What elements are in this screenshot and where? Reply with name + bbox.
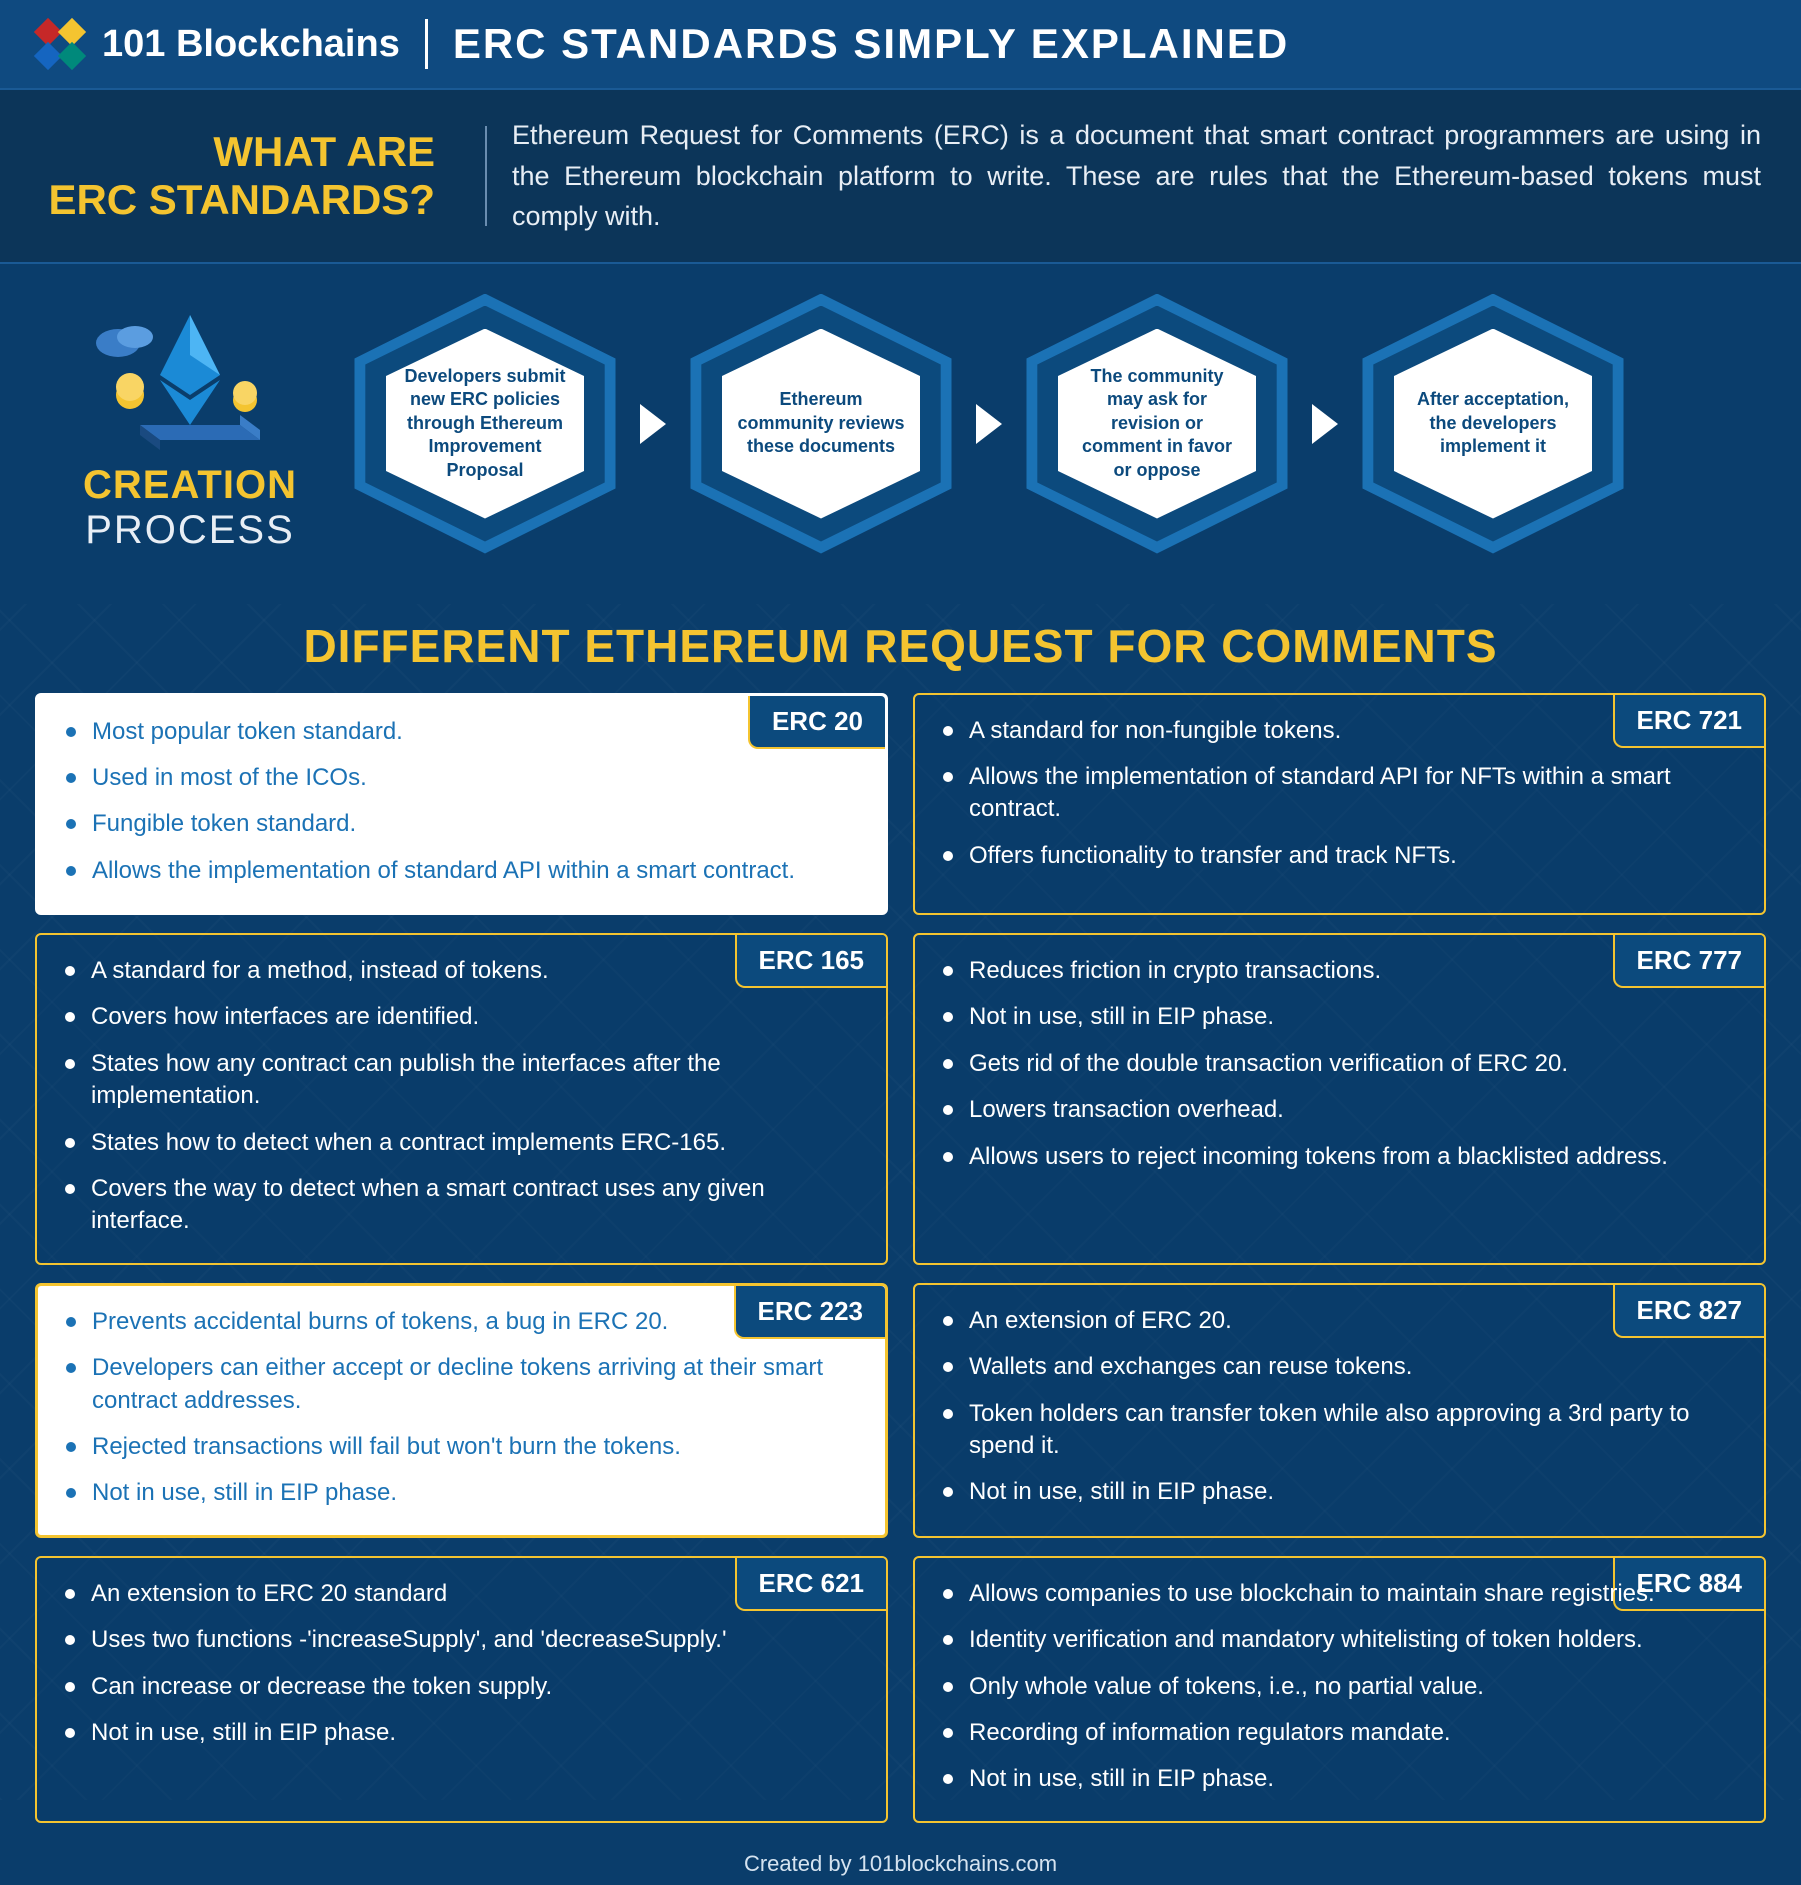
step-text: Developers submit new ERC policies throu… bbox=[400, 365, 570, 482]
card-list: A standard for non-fungible tokens. Allo… bbox=[943, 715, 1736, 873]
creation-process-section: CREATION PROCESS Developers submit new E… bbox=[0, 264, 1801, 604]
card-list: An extension to ERC 20 standard Uses two… bbox=[65, 1578, 858, 1750]
list-item: Allows companies to use blockchain to ma… bbox=[943, 1578, 1736, 1610]
list-item: Allows the implementation of standard AP… bbox=[66, 855, 857, 887]
brand-logo: 101 Blockchains bbox=[30, 14, 400, 74]
list-item: Allows the implementation of standard AP… bbox=[943, 761, 1736, 826]
list-item: States how to detect when a contract imp… bbox=[65, 1127, 858, 1159]
card-list: Most popular token standard. Used in mos… bbox=[66, 716, 857, 888]
card-list: Reduces friction in crypto transactions.… bbox=[943, 955, 1736, 1173]
list-item: Fungible token standard. bbox=[66, 808, 857, 840]
list-item: Token holders can transfer token while a… bbox=[943, 1398, 1736, 1463]
list-item: Rejected transactions will fail but won'… bbox=[66, 1431, 857, 1463]
card-erc621: ERC 621 An extension to ERC 20 standard … bbox=[35, 1556, 888, 1823]
intro-body: Ethereum Request for Comments (ERC) is a… bbox=[512, 115, 1761, 237]
card-erc721: ERC 721 A standard for non-fungible toke… bbox=[913, 693, 1766, 916]
step-text: The community may ask for revision or co… bbox=[1072, 365, 1242, 482]
card-erc165: ERC 165 A standard for a method, instead… bbox=[35, 933, 888, 1265]
process-step-3: The community may ask for revision or co… bbox=[1012, 294, 1302, 554]
header-bar: 101 Blockchains ERC STANDARDS SIMPLY EXP… bbox=[0, 0, 1801, 90]
list-item: States how any contract can publish the … bbox=[65, 1048, 858, 1113]
list-item: Allows users to reject incoming tokens f… bbox=[943, 1141, 1736, 1173]
list-item: Covers how interfaces are identified. bbox=[65, 1001, 858, 1033]
list-item: Not in use, still in EIP phase. bbox=[943, 1763, 1736, 1795]
brand-name: 101 Blockchains bbox=[102, 23, 400, 66]
list-item: Offers functionality to transfer and tra… bbox=[943, 840, 1736, 872]
intro-heading-line1: WHAT ARE bbox=[40, 128, 435, 176]
list-item: Only whole value of tokens, i.e., no par… bbox=[943, 1671, 1736, 1703]
list-item: Most popular token standard. bbox=[66, 716, 857, 748]
step-text: After acceptation, the developers implem… bbox=[1408, 388, 1578, 458]
process-label: CREATION PROCESS bbox=[40, 295, 340, 553]
process-step-1: Developers submit new ERC policies throu… bbox=[340, 294, 630, 554]
cards-section-title: DIFFERENT ETHEREUM REQUEST FOR COMMENTS bbox=[0, 604, 1801, 693]
list-item: Not in use, still in EIP phase. bbox=[943, 1001, 1736, 1033]
footer-credit: Created by 101blockchains.com bbox=[0, 1843, 1801, 1885]
list-item: Identity verification and mandatory whit… bbox=[943, 1624, 1736, 1656]
list-item: A standard for non-fungible tokens. bbox=[943, 715, 1736, 747]
list-item: Recording of information regulators mand… bbox=[943, 1717, 1736, 1749]
card-erc223: ERC 223 Prevents accidental burns of tok… bbox=[35, 1283, 888, 1538]
list-item: Not in use, still in EIP phase. bbox=[943, 1476, 1736, 1508]
page-title: ERC STANDARDS SIMPLY EXPLAINED bbox=[453, 20, 1289, 68]
process-steps: Developers submit new ERC policies throu… bbox=[340, 294, 1761, 554]
intro-divider bbox=[485, 126, 487, 226]
list-item: An extension to ERC 20 standard bbox=[65, 1578, 858, 1610]
card-erc20: ERC 20 Most popular token standard. Used… bbox=[35, 693, 888, 916]
header-divider bbox=[425, 19, 428, 69]
list-item: Wallets and exchanges can reuse tokens. bbox=[943, 1351, 1736, 1383]
card-erc884: ERC 884 Allows companies to use blockcha… bbox=[913, 1556, 1766, 1823]
chevron-right-icon bbox=[976, 404, 1002, 444]
card-list: Prevents accidental burns of tokens, a b… bbox=[66, 1306, 857, 1510]
chevron-right-icon bbox=[640, 404, 666, 444]
list-item: An extension of ERC 20. bbox=[943, 1305, 1736, 1337]
ethereum-icon bbox=[80, 295, 300, 455]
logo-icon bbox=[30, 14, 90, 74]
list-item: Used in most of the ICOs. bbox=[66, 762, 857, 794]
intro-heading-line2: ERC STANDARDS? bbox=[40, 176, 435, 224]
erc-cards-grid: ERC 20 Most popular token standard. Used… bbox=[0, 693, 1801, 1843]
list-item: Gets rid of the double transaction verif… bbox=[943, 1048, 1736, 1080]
list-item: Lowers transaction overhead. bbox=[943, 1094, 1736, 1126]
process-step-4: After acceptation, the developers implem… bbox=[1348, 294, 1638, 554]
card-list: An extension of ERC 20. Wallets and exch… bbox=[943, 1305, 1736, 1509]
list-item: Not in use, still in EIP phase. bbox=[65, 1717, 858, 1749]
list-item: Can increase or decrease the token suppl… bbox=[65, 1671, 858, 1703]
list-item: Uses two functions -'increaseSupply', an… bbox=[65, 1624, 858, 1656]
process-step-2: Ethereum community reviews these documen… bbox=[676, 294, 966, 554]
card-erc777: ERC 777 Reduces friction in crypto trans… bbox=[913, 933, 1766, 1265]
intro-section: WHAT ARE ERC STANDARDS? Ethereum Request… bbox=[0, 90, 1801, 264]
list-item: Prevents accidental burns of tokens, a b… bbox=[66, 1306, 857, 1338]
step-text: Ethereum community reviews these documen… bbox=[736, 388, 906, 458]
intro-heading: WHAT ARE ERC STANDARDS? bbox=[40, 128, 460, 224]
chevron-right-icon bbox=[1312, 404, 1338, 444]
list-item: Developers can either accept or decline … bbox=[66, 1352, 857, 1417]
process-title-line1: CREATION bbox=[40, 463, 340, 508]
card-erc827: ERC 827 An extension of ERC 20. Wallets … bbox=[913, 1283, 1766, 1538]
list-item: Not in use, still in EIP phase. bbox=[66, 1477, 857, 1509]
process-title-line2: PROCESS bbox=[40, 508, 340, 553]
card-list: A standard for a method, instead of toke… bbox=[65, 955, 858, 1238]
list-item: Covers the way to detect when a smart co… bbox=[65, 1173, 858, 1238]
card-list: Allows companies to use blockchain to ma… bbox=[943, 1578, 1736, 1796]
list-item: A standard for a method, instead of toke… bbox=[65, 955, 858, 987]
list-item: Reduces friction in crypto transactions. bbox=[943, 955, 1736, 987]
